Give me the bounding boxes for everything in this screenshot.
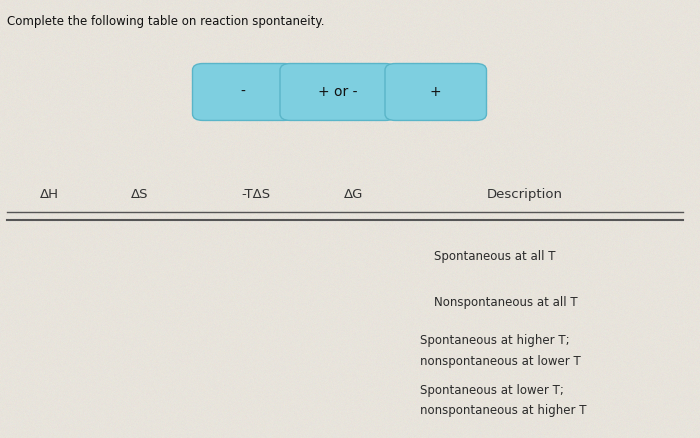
Text: nonspontaneous at higher T: nonspontaneous at higher T	[420, 404, 587, 417]
Text: ΔG: ΔG	[344, 188, 363, 201]
Text: Spontaneous at lower T;: Spontaneous at lower T;	[420, 384, 564, 397]
Text: Spontaneous at higher T;: Spontaneous at higher T;	[420, 334, 570, 347]
Text: -TΔS: -TΔS	[241, 188, 270, 201]
Text: Spontaneous at all T: Spontaneous at all T	[434, 250, 556, 263]
FancyBboxPatch shape	[385, 64, 486, 120]
Text: ΔS: ΔS	[132, 188, 148, 201]
Text: -: -	[241, 85, 246, 99]
Text: Complete the following table on reaction spontaneity.: Complete the following table on reaction…	[7, 15, 325, 28]
Text: + or -: + or -	[318, 85, 358, 99]
Text: ΔH: ΔH	[39, 188, 59, 201]
Text: Nonspontaneous at all T: Nonspontaneous at all T	[434, 296, 578, 309]
Text: +: +	[430, 85, 442, 99]
Text: Description: Description	[487, 188, 563, 201]
Text: nonspontaneous at lower T: nonspontaneous at lower T	[420, 355, 581, 368]
FancyBboxPatch shape	[280, 64, 395, 120]
FancyBboxPatch shape	[193, 64, 294, 120]
